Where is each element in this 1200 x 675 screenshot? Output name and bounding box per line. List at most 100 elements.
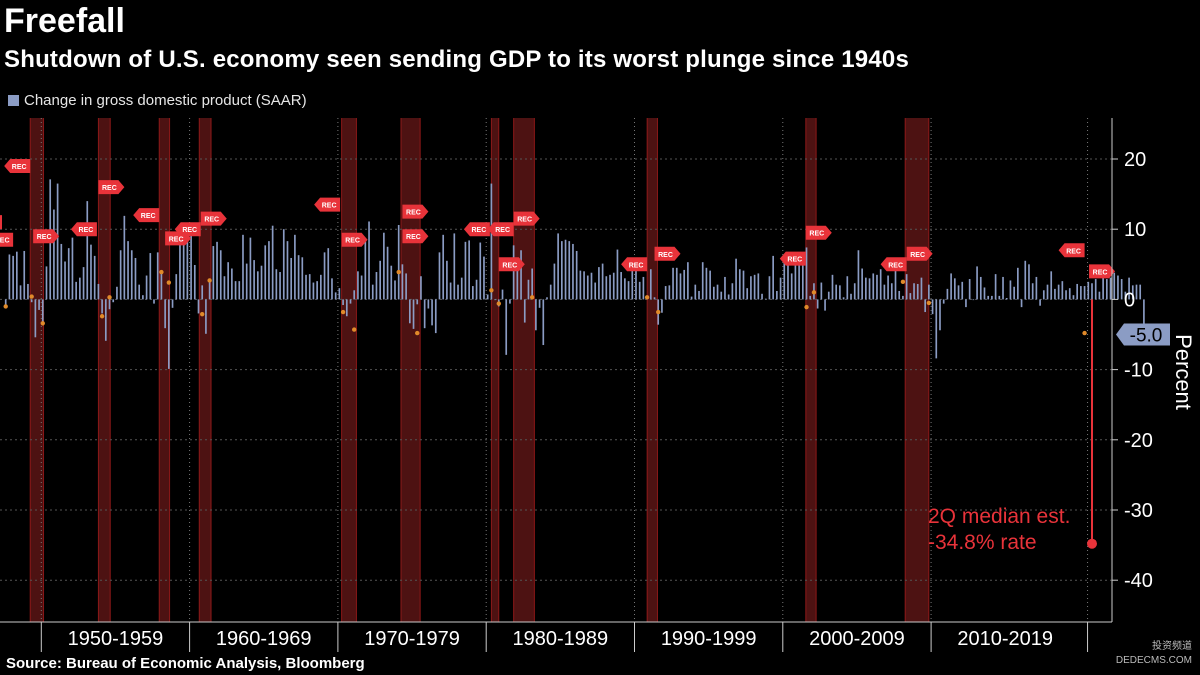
gdp-bar bbox=[242, 234, 244, 300]
gdp-bar bbox=[253, 260, 255, 300]
recession-marker-dot bbox=[107, 295, 112, 300]
gdp-bar bbox=[942, 299, 945, 304]
rec-flag-label: REC bbox=[502, 262, 517, 269]
gdp-bar bbox=[1002, 276, 1004, 300]
rec-flag-label: REC bbox=[0, 238, 10, 245]
rec-flag: REC bbox=[805, 225, 832, 240]
gdp-bar bbox=[957, 285, 960, 300]
gdp-bar bbox=[905, 274, 908, 300]
gdp-bar bbox=[764, 298, 767, 300]
gdp-bar bbox=[1013, 286, 1015, 300]
gdp-bar bbox=[408, 299, 411, 324]
gdp-bar bbox=[208, 281, 211, 300]
gdp-bar bbox=[787, 265, 789, 300]
rec-flag: REC bbox=[654, 246, 681, 261]
gdp-bar bbox=[1035, 276, 1038, 300]
y-tick-label: -20 bbox=[1124, 430, 1153, 452]
gdp-bar bbox=[735, 258, 737, 300]
rec-flag-label: REC bbox=[102, 185, 117, 192]
gdp-bar bbox=[420, 276, 422, 300]
gdp-bar bbox=[357, 271, 359, 300]
gdp-bar bbox=[868, 278, 871, 300]
rec-flag-shape bbox=[880, 257, 907, 272]
chart-title: Freefall bbox=[4, 2, 125, 40]
recession-marker-dot bbox=[352, 327, 357, 332]
gdp-bar bbox=[1131, 285, 1134, 300]
gdp-bar bbox=[538, 299, 541, 308]
gdp-bar bbox=[282, 229, 285, 300]
x-tick-label: 1950-1959 bbox=[68, 628, 164, 650]
rec-flag-shape bbox=[654, 246, 681, 261]
gdp-bar bbox=[772, 255, 774, 300]
gdp-bar bbox=[93, 255, 96, 300]
gdp-bar bbox=[1020, 299, 1023, 308]
gdp-bar bbox=[41, 299, 44, 326]
legend: Change in gross domestic product (SAAR) bbox=[8, 92, 307, 109]
rec-flag: REC bbox=[0, 232, 14, 247]
gdp-bar bbox=[138, 284, 141, 300]
gdp-bar bbox=[56, 183, 59, 300]
gdp-bar bbox=[590, 272, 593, 300]
rec-flag-shape bbox=[4, 159, 31, 174]
gdp-bar bbox=[750, 276, 752, 300]
gdp-bar bbox=[560, 241, 563, 300]
gdp-bar bbox=[935, 299, 938, 359]
gdp-bar bbox=[527, 279, 530, 300]
rec-flag-label: REC bbox=[888, 262, 903, 269]
gdp-bar bbox=[171, 299, 174, 308]
gdp-bar bbox=[801, 262, 804, 300]
gdp-bar bbox=[260, 265, 263, 300]
gdp-bar bbox=[953, 278, 956, 300]
gdp-bar bbox=[268, 241, 270, 300]
gdp-bar bbox=[861, 268, 863, 300]
gdp-bar bbox=[1135, 284, 1138, 300]
gdp-bar bbox=[928, 284, 930, 300]
gdp-bar bbox=[312, 282, 315, 300]
gdp-bar bbox=[968, 279, 971, 300]
gdp-bar bbox=[182, 233, 185, 300]
gdp-bar bbox=[753, 274, 756, 300]
gdp-bar bbox=[179, 236, 181, 300]
gdp-bar bbox=[446, 260, 448, 300]
x-tick-label: 1960-1969 bbox=[216, 628, 312, 650]
gdp-bar bbox=[464, 241, 467, 300]
gdp-bar bbox=[579, 270, 582, 300]
gdp-bar bbox=[279, 272, 281, 300]
gdp-bar bbox=[516, 260, 519, 300]
gdp-bar bbox=[883, 284, 886, 300]
x-tick-label: 1970-1979 bbox=[364, 628, 460, 650]
rec-flag-label: REC bbox=[37, 234, 52, 241]
watermark-line2: DEDECMS.COM bbox=[1115, 655, 1192, 666]
gdp-bar bbox=[460, 277, 463, 300]
gdp-bar bbox=[323, 252, 326, 300]
gdp-bar bbox=[1039, 299, 1041, 306]
gdp-bar bbox=[64, 261, 66, 300]
gdp-bar bbox=[483, 256, 485, 300]
rec-flag-shape bbox=[1058, 243, 1085, 258]
gdp-bar bbox=[479, 242, 482, 300]
rec-flag-label: REC bbox=[787, 257, 802, 264]
rec-flag: REC bbox=[880, 257, 907, 272]
gdp-bar bbox=[1098, 291, 1101, 300]
rec-flag: REC bbox=[314, 197, 341, 212]
gdp-bar bbox=[1054, 288, 1056, 300]
rec-flag-shape bbox=[779, 251, 806, 266]
gdp-bar bbox=[349, 299, 352, 304]
gdp-bar bbox=[75, 281, 77, 300]
gdp-bar bbox=[979, 276, 982, 300]
gdp-bar bbox=[153, 299, 155, 304]
rec-flag-shape bbox=[805, 225, 832, 240]
gdp-bar bbox=[8, 254, 11, 300]
recession-marker-dot bbox=[926, 300, 932, 306]
y-tick-label: 10 bbox=[1124, 219, 1146, 241]
gdp-bar bbox=[535, 299, 537, 331]
rec-flag-shape bbox=[133, 208, 160, 223]
gdp-bar bbox=[624, 278, 626, 300]
rec-flag: REC bbox=[1058, 243, 1085, 258]
gdp-bar bbox=[713, 286, 715, 300]
rec-flag: REC bbox=[402, 204, 429, 219]
gdp-bar bbox=[705, 267, 708, 300]
recession-marker-dot bbox=[900, 279, 906, 285]
rec-flag: REC bbox=[463, 222, 490, 237]
gdp-bar bbox=[71, 237, 74, 300]
